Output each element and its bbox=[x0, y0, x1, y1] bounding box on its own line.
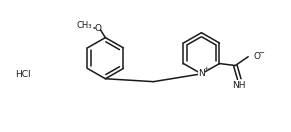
Text: N: N bbox=[198, 69, 205, 78]
Text: HCl: HCl bbox=[15, 70, 31, 79]
Text: O: O bbox=[253, 52, 260, 61]
Text: O: O bbox=[95, 24, 102, 33]
Text: +: + bbox=[204, 66, 209, 71]
Text: CH₃: CH₃ bbox=[77, 21, 92, 30]
Text: NH: NH bbox=[233, 81, 246, 90]
Text: −: − bbox=[258, 50, 264, 56]
